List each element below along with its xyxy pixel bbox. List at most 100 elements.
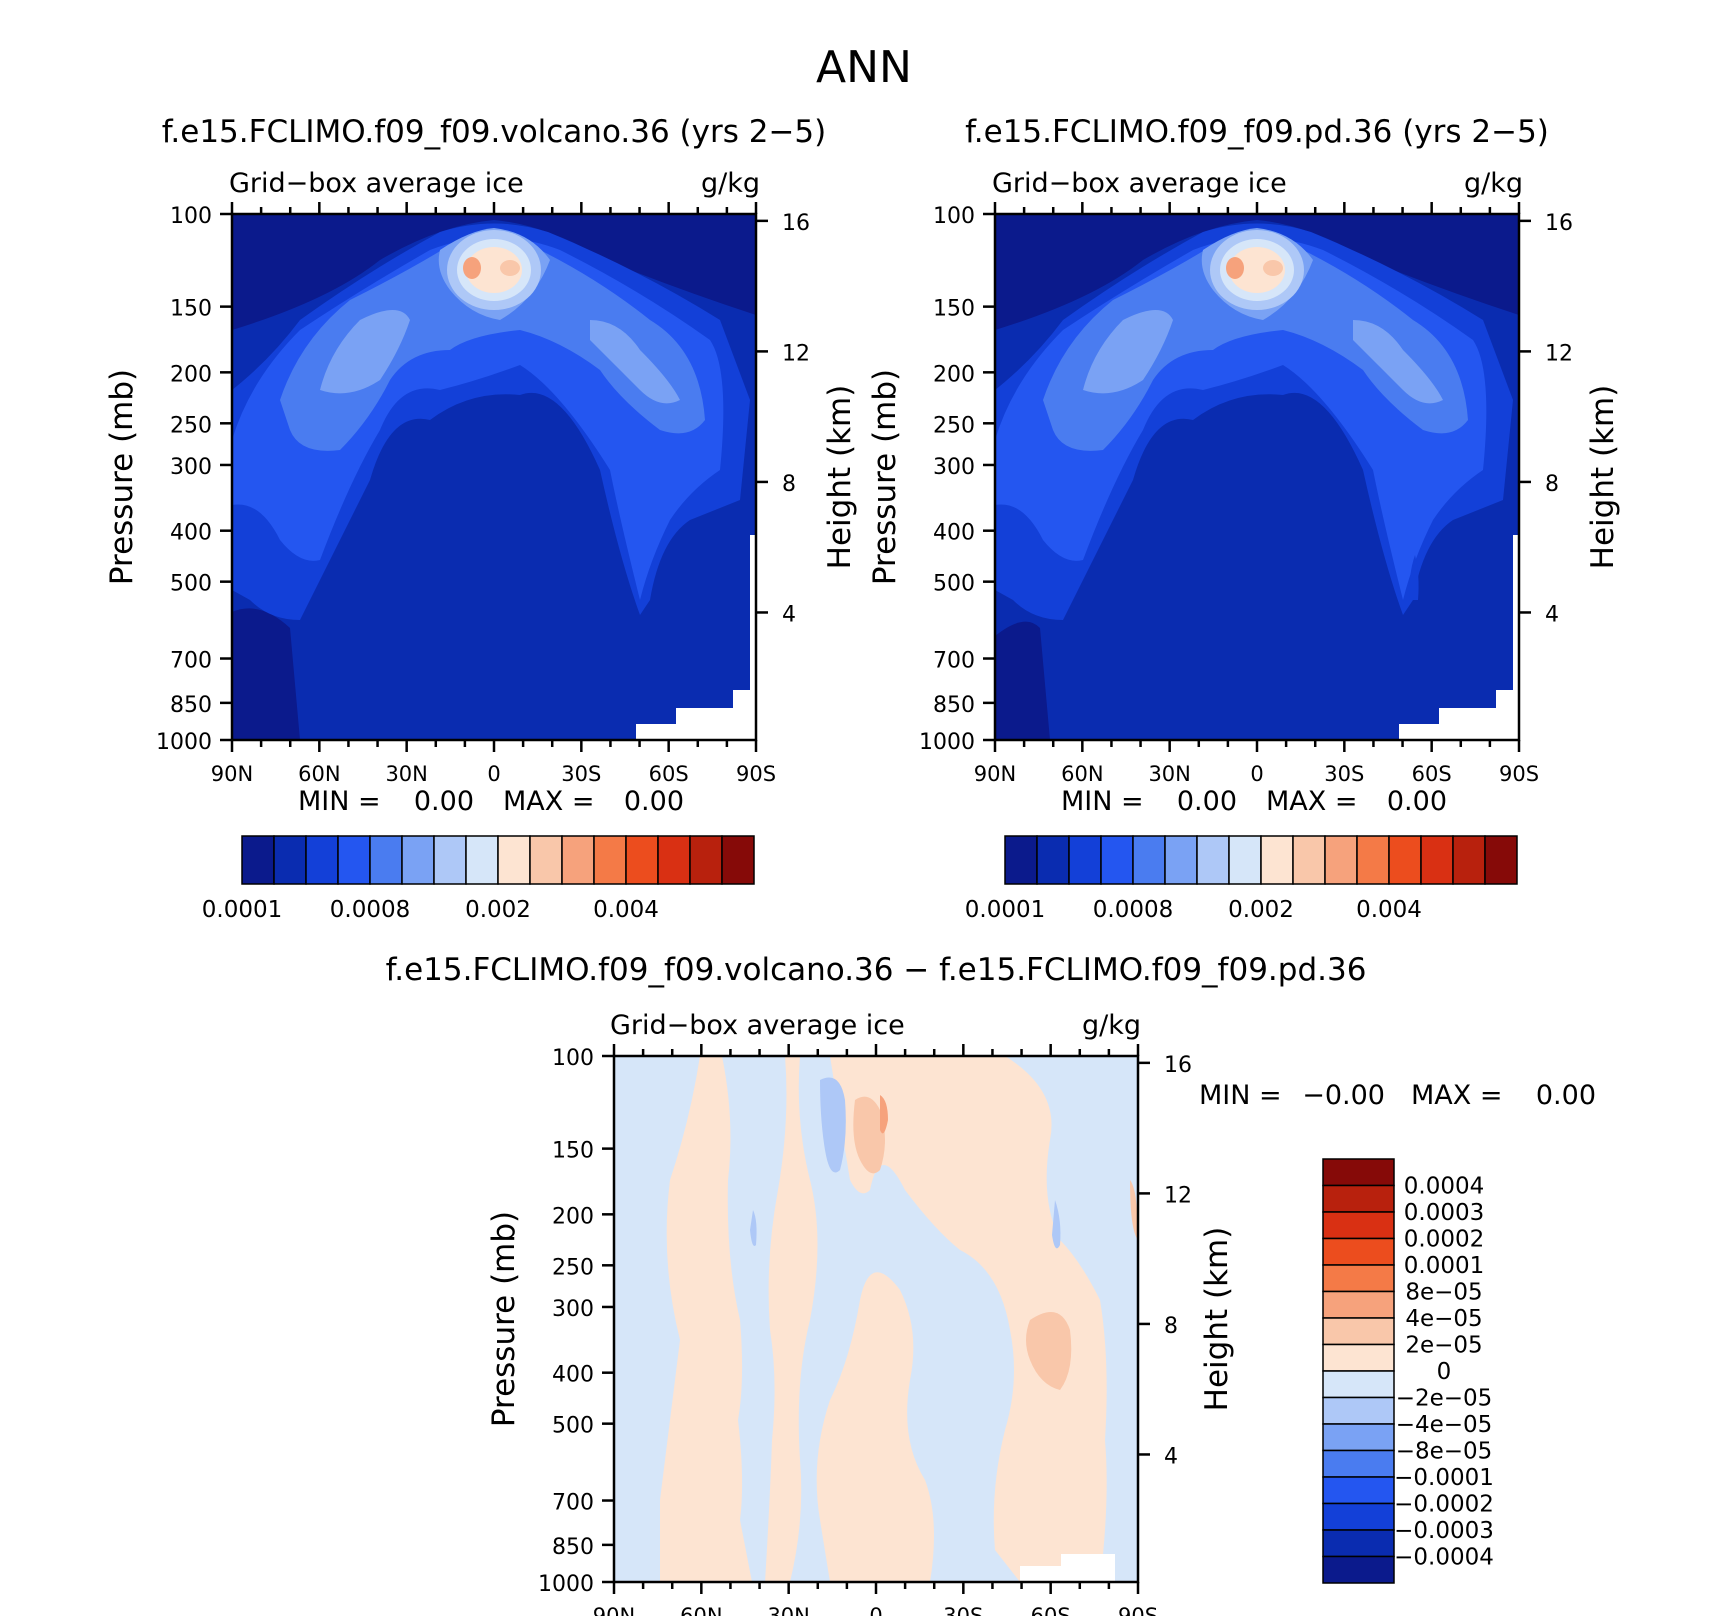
positive-band-2	[880, 1095, 888, 1134]
colorbar-swatch	[1322, 1502, 1395, 1531]
height-axis-title: Height (km)	[1199, 1227, 1235, 1412]
colorbar-label: 0.0001	[965, 897, 1045, 923]
colorbar-label: 0	[1437, 1359, 1452, 1385]
colorbar-label: −2e−05	[1396, 1386, 1493, 1412]
y-tick-label: 150	[552, 1139, 594, 1164]
x-tick-label: 60N	[680, 1604, 722, 1616]
height-tick-label: 16	[782, 211, 810, 236]
contour-band-5b	[590, 320, 680, 404]
min-value: 0.00	[1177, 786, 1237, 817]
colorbar-label: 4e−05	[1405, 1306, 1482, 1332]
y-tick-label: 200	[552, 1204, 594, 1229]
height-axis: 16 12 8 4	[1519, 211, 1573, 627]
height-axis: 16 12 8 4	[1138, 1053, 1192, 1469]
panel-title: f.e15.FCLIMO.f09_f09.pd.36 (yrs 2−5)	[965, 114, 1549, 150]
colorbar-swatch	[1292, 835, 1326, 885]
panel-volcano: f.e15.FCLIMO.f09_f09.volcano.36 (yrs 2−5…	[104, 114, 858, 923]
colorbar-swatch	[1324, 835, 1358, 885]
contour-band-8	[1229, 247, 1285, 293]
x-tick-label: 60S	[1412, 762, 1452, 786]
colorbar-label: −8e−05	[1396, 1439, 1493, 1465]
negative-band-2	[790, 1056, 1020, 1582]
contour-band-9a	[463, 257, 481, 279]
height-axis-title: Height (km)	[1585, 385, 1621, 570]
positive-band-3	[1026, 1312, 1072, 1390]
contour-field	[995, 214, 1519, 740]
colorbar-swatch	[1322, 1529, 1395, 1558]
x-tick-label: 90N	[593, 1604, 635, 1616]
colorbar-swatch	[241, 835, 275, 885]
y-tick-label: 200	[170, 362, 212, 387]
height-tick-label: 4	[782, 602, 796, 627]
y-tick-label: 1000	[156, 730, 212, 755]
height-tick-label: 8	[1164, 1314, 1178, 1339]
x-tick-label: 60N	[298, 762, 340, 786]
colorbar-swatch	[1484, 835, 1518, 885]
colorbar-swatch	[1322, 1370, 1395, 1399]
y-tick-label: 250	[552, 1255, 594, 1280]
x-tick-label: 90S	[736, 762, 776, 786]
y-tick-label: 100	[170, 204, 212, 229]
max-value: 0.00	[1387, 786, 1447, 817]
min-label: MIN =	[298, 786, 381, 817]
y-tick-label: 500	[170, 572, 212, 597]
colorbar: 0.0001 0.0008 0.002 0.004	[202, 835, 755, 923]
colorbar-swatch	[1036, 835, 1070, 885]
y-axis-title: Pressure (mb)	[104, 369, 140, 585]
negative-band-5	[750, 1210, 757, 1246]
positive-band-4	[1130, 1180, 1138, 1240]
y-axis: 100 150 200 250 300 400 500 700 850 1000	[919, 204, 995, 755]
height-axis-title: Height (km)	[822, 385, 858, 570]
colorbar-swatch	[1322, 1211, 1395, 1240]
panel-pd: f.e15.FCLIMO.f09_f09.pd.36 (yrs 2−5) Gri…	[867, 114, 1621, 923]
x-tick-label: 60S	[649, 762, 689, 786]
colorbar-swatch	[1322, 1290, 1395, 1319]
colorbar-swatch	[1068, 835, 1102, 885]
colorbar-label: 0.004	[1356, 897, 1422, 923]
y-tick-label: 850	[170, 693, 212, 718]
y-tick-label: 400	[170, 521, 212, 546]
x-tick-label: 0	[487, 762, 500, 786]
height-tick-label: 12	[1545, 341, 1573, 366]
variable-label: Grid−box average ice	[992, 168, 1287, 199]
colorbar-label: −0.0002	[1394, 1492, 1494, 1518]
colorbar-swatch	[529, 835, 563, 885]
colorbar-swatch	[1388, 835, 1422, 885]
colorbar-swatch	[689, 835, 723, 885]
colorbar-label: 0.0001	[202, 897, 282, 923]
negative-band-4	[1052, 1200, 1061, 1249]
colorbar-swatch	[1260, 835, 1294, 885]
min-value: 0.00	[414, 786, 474, 817]
colorbar-swatch	[1322, 1264, 1395, 1293]
colorbar-label: 0.0002	[1404, 1227, 1484, 1253]
colorbar-swatch	[337, 835, 371, 885]
negative-band-west	[614, 1056, 700, 1582]
x-tick-label: 60S	[1031, 1604, 1071, 1616]
positive-band-1	[853, 1096, 885, 1174]
x-tick-label: 90S	[1499, 762, 1539, 786]
y-tick-label: 150	[170, 297, 212, 322]
colorbar: 0.0001 0.0008 0.002 0.004	[965, 835, 1518, 923]
colorbar-label: −0.0003	[1394, 1518, 1494, 1544]
y-axis: 100 150 200 250 300 400 500 700 850 1000	[156, 204, 232, 755]
min-max-stats: MIN = −0.00 MAX = 0.00	[1199, 1080, 1596, 1111]
contour-band-0-floor	[995, 621, 1050, 740]
height-tick-label: 4	[1545, 602, 1559, 627]
x-tick-label: 30N	[767, 1604, 809, 1616]
colorbar-swatch	[369, 835, 403, 885]
x-tick-label: 90N	[974, 762, 1016, 786]
colorbar-swatch	[561, 835, 595, 885]
y-tick-label: 100	[933, 204, 975, 229]
colorbar-swatch	[1322, 1237, 1395, 1266]
variable-label: Grid−box average ice	[610, 1010, 905, 1041]
colorbar-swatch	[1420, 835, 1454, 885]
colorbar-label: 0.0001	[1404, 1253, 1484, 1279]
negative-band-3	[820, 1077, 846, 1173]
height-axis: 16 12 8 4	[756, 211, 810, 627]
colorbar-swatch	[273, 835, 307, 885]
y-tick-label: 300	[933, 455, 975, 480]
height-tick-label: 8	[1545, 472, 1559, 497]
negative-band-1	[722, 1056, 787, 1582]
colorbar-swatch	[1004, 835, 1038, 885]
x-axis: 90N 60N 30N 0 30S 60S 90S	[211, 202, 776, 786]
